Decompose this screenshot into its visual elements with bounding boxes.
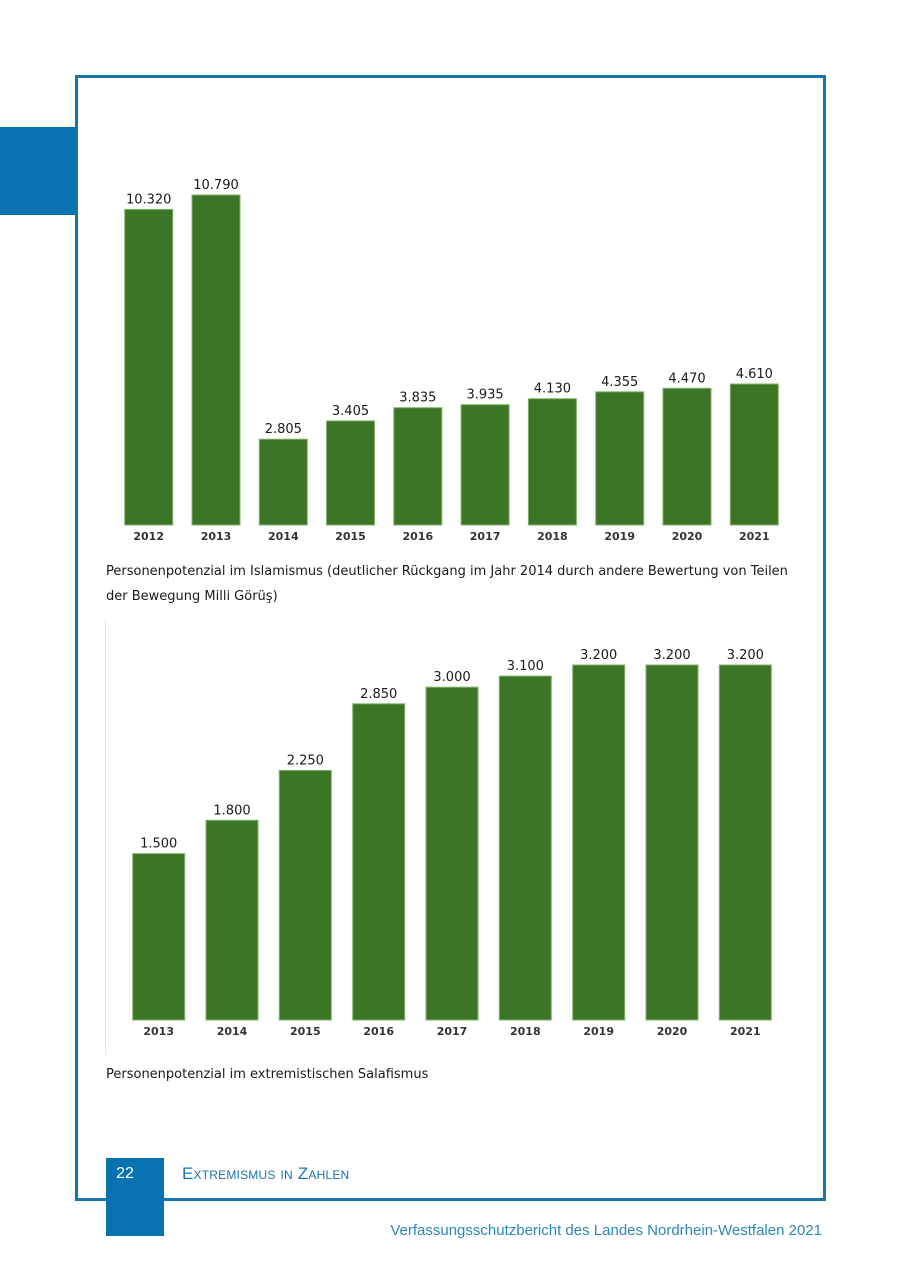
bar-2016 <box>352 703 406 1021</box>
value-label-2014: 1.800 <box>213 803 250 818</box>
bar-2016 <box>393 407 443 526</box>
x-tick-2015: 2015 <box>335 530 366 543</box>
x-tick-2013: 2013 <box>143 1025 174 1038</box>
x-tick-2018: 2018 <box>537 530 568 543</box>
value-label-2018: 4.130 <box>534 382 571 397</box>
x-tick-2020: 2020 <box>657 1025 688 1038</box>
section-title: Extremismus in Zahlen <box>182 1164 350 1183</box>
value-label-2013: 1.500 <box>140 837 177 852</box>
bar-2019 <box>572 664 626 1021</box>
value-label-2015: 2.250 <box>287 753 324 768</box>
bar-2013 <box>191 194 241 526</box>
bar-2019 <box>595 391 645 526</box>
chart2-left-edge <box>105 620 106 1055</box>
x-tick-2016: 2016 <box>363 1025 394 1038</box>
value-label-2020: 4.470 <box>668 371 705 386</box>
value-label-2013: 10.790 <box>193 178 239 193</box>
bar-2014 <box>205 819 259 1021</box>
caption-chart-islamismus: Personenpotenzial im Islamismus (deutlic… <box>106 564 788 604</box>
value-label-2020: 3.200 <box>653 648 690 663</box>
value-label-2021: 3.200 <box>727 648 764 663</box>
value-label-2018: 3.100 <box>507 659 544 674</box>
publication-title: Verfassungsschutzbericht des Landes Nord… <box>390 1222 822 1239</box>
value-label-2019: 3.200 <box>580 648 617 663</box>
x-tick-2014: 2014 <box>268 530 299 543</box>
page-number: 22 <box>116 1165 134 1182</box>
x-tick-2015: 2015 <box>290 1025 321 1038</box>
x-tick-2012: 2012 <box>133 530 164 543</box>
value-label-2014: 2.805 <box>265 422 302 437</box>
bar-2018 <box>527 398 577 526</box>
x-tick-2014: 2014 <box>217 1025 248 1038</box>
page-frame <box>75 75 826 1201</box>
x-tick-2017: 2017 <box>437 1025 468 1038</box>
chart-islamismus: 10.320 2012 10.790 2013 2.805 2014 3.405 2015 3.… <box>124 178 779 543</box>
bar-2017 <box>460 404 510 526</box>
caption-chart-salafismus: Personenpotenzial im extremistischen Sal… <box>106 1067 429 1082</box>
value-label-2012: 10.320 <box>126 192 172 207</box>
bar-2018 <box>498 675 552 1021</box>
x-tick-2013: 2013 <box>201 530 232 543</box>
page-number-box <box>106 1158 164 1236</box>
x-tick-2019: 2019 <box>604 530 635 543</box>
value-label-2019: 4.355 <box>601 375 638 390</box>
value-label-2017: 3.935 <box>466 388 503 403</box>
bar-2015 <box>278 769 332 1021</box>
chart-salafismus: 1.500 2013 1.800 2014 2.250 2015 2.850 2016 3.00… <box>132 648 772 1038</box>
bar-2017 <box>425 686 479 1021</box>
x-tick-2016: 2016 <box>402 530 433 543</box>
bar-2014 <box>258 438 308 526</box>
value-label-2016: 3.835 <box>399 391 436 406</box>
x-tick-2017: 2017 <box>470 530 501 543</box>
value-label-2021: 4.610 <box>736 367 773 382</box>
x-tick-2020: 2020 <box>672 530 703 543</box>
side-tab-marker <box>0 127 76 215</box>
bar-2020 <box>645 664 699 1021</box>
value-label-2017: 3.000 <box>433 670 470 685</box>
x-tick-2019: 2019 <box>583 1025 614 1038</box>
value-label-2016: 2.850 <box>360 687 397 702</box>
value-label-2015: 3.405 <box>332 404 369 419</box>
bar-2012 <box>124 208 174 526</box>
bar-2015 <box>326 420 375 526</box>
x-tick-2021: 2021 <box>730 1025 761 1038</box>
bar-2013 <box>132 853 186 1021</box>
bar-2021 <box>729 383 779 526</box>
x-tick-2018: 2018 <box>510 1025 541 1038</box>
bar-2021 <box>718 664 772 1021</box>
x-tick-2021: 2021 <box>739 530 770 543</box>
bar-2020 <box>662 387 712 526</box>
